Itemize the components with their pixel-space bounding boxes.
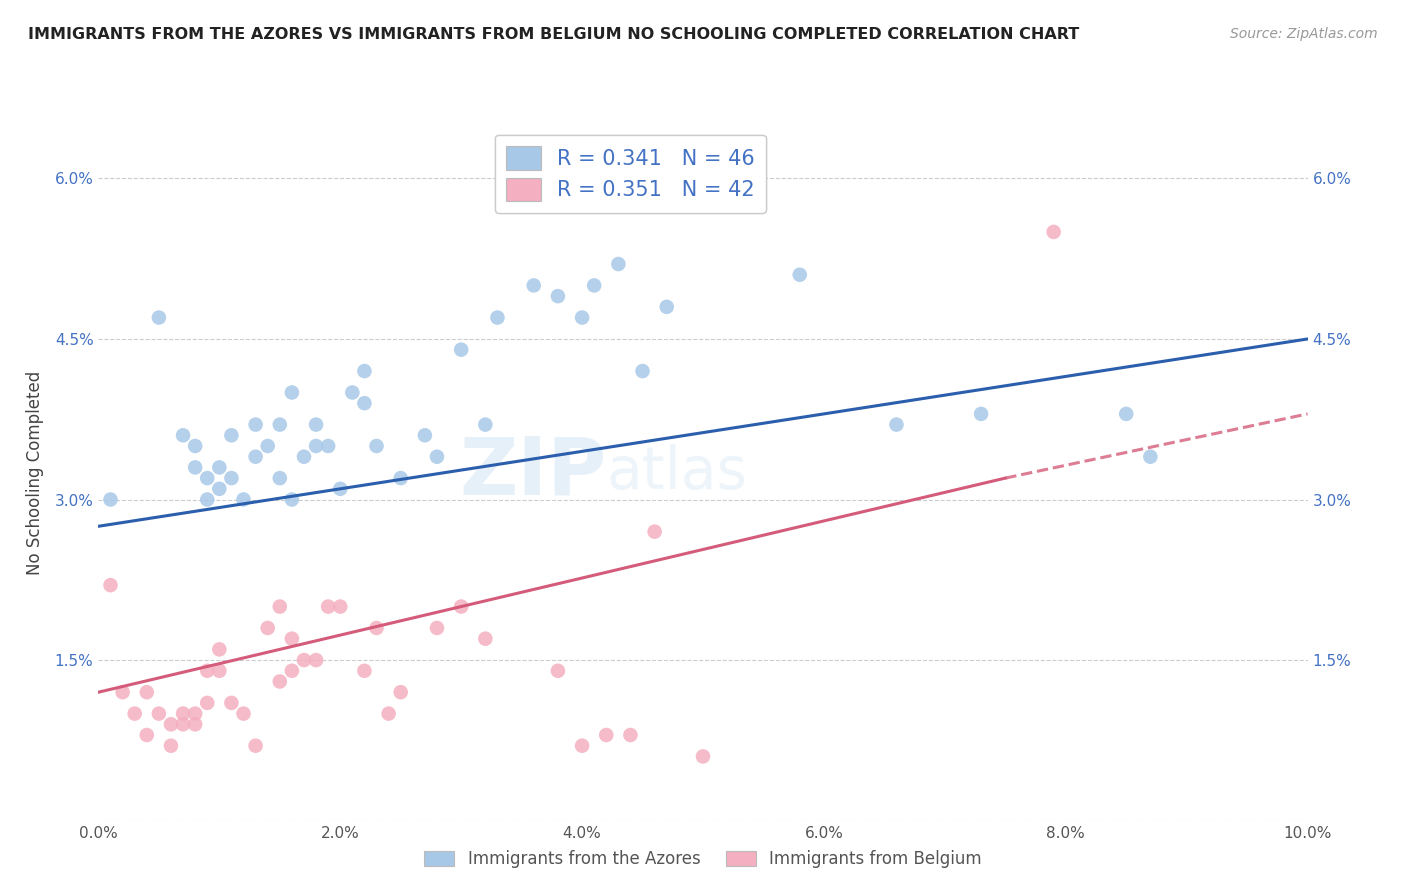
Point xyxy=(221,471,243,485)
Point xyxy=(195,664,218,678)
Point xyxy=(124,706,146,721)
Point xyxy=(450,343,472,357)
Point xyxy=(208,664,231,678)
Point xyxy=(172,706,194,721)
Point xyxy=(281,632,304,646)
Point xyxy=(160,739,183,753)
Point xyxy=(329,599,352,614)
Point xyxy=(184,460,207,475)
Point xyxy=(353,664,375,678)
Point xyxy=(195,492,218,507)
Text: Source: ZipAtlas.com: Source: ZipAtlas.com xyxy=(1230,27,1378,41)
Point xyxy=(281,492,304,507)
Point xyxy=(329,482,352,496)
Point xyxy=(292,450,315,464)
Point xyxy=(208,460,231,475)
Point xyxy=(316,599,339,614)
Point xyxy=(195,471,218,485)
Point xyxy=(316,439,339,453)
Point xyxy=(789,268,811,282)
Point xyxy=(644,524,666,539)
Point xyxy=(450,599,472,614)
Point xyxy=(184,706,207,721)
Point xyxy=(292,653,315,667)
Point xyxy=(269,417,291,432)
Text: IMMIGRANTS FROM THE AZORES VS IMMIGRANTS FROM BELGIUM NO SCHOOLING COMPLETED COR: IMMIGRANTS FROM THE AZORES VS IMMIGRANTS… xyxy=(28,27,1080,42)
Point xyxy=(184,717,207,731)
Point xyxy=(607,257,630,271)
Point xyxy=(366,439,388,453)
Text: atlas: atlas xyxy=(606,444,747,501)
Point xyxy=(426,621,449,635)
Point xyxy=(256,439,278,453)
Point xyxy=(353,396,375,410)
Point xyxy=(692,749,714,764)
Point xyxy=(619,728,641,742)
Point xyxy=(148,310,170,325)
Point xyxy=(245,417,267,432)
Point xyxy=(389,685,412,699)
Point xyxy=(970,407,993,421)
Point xyxy=(474,632,496,646)
Point xyxy=(269,599,291,614)
Point xyxy=(413,428,436,442)
Point xyxy=(111,685,134,699)
Point xyxy=(1139,450,1161,464)
Point xyxy=(269,471,291,485)
Point xyxy=(232,706,254,721)
Point xyxy=(184,439,207,453)
Point xyxy=(208,482,231,496)
Point xyxy=(160,717,183,731)
Point xyxy=(631,364,654,378)
Point xyxy=(486,310,509,325)
Point xyxy=(305,439,328,453)
Point xyxy=(245,450,267,464)
Y-axis label: No Schooling Completed: No Schooling Completed xyxy=(25,371,44,574)
Legend: Immigrants from the Azores, Immigrants from Belgium: Immigrants from the Azores, Immigrants f… xyxy=(418,844,988,875)
Text: ZIP: ZIP xyxy=(458,434,606,512)
Point xyxy=(583,278,606,293)
Point xyxy=(305,417,328,432)
Point xyxy=(135,685,157,699)
Point xyxy=(221,696,243,710)
Point xyxy=(232,492,254,507)
Point xyxy=(353,364,375,378)
Point xyxy=(281,664,304,678)
Point xyxy=(195,696,218,710)
Point xyxy=(172,428,194,442)
Legend: R = 0.341   N = 46, R = 0.351   N = 42: R = 0.341 N = 46, R = 0.351 N = 42 xyxy=(495,135,766,213)
Point xyxy=(269,674,291,689)
Point xyxy=(100,578,122,592)
Point xyxy=(281,385,304,400)
Point xyxy=(547,289,569,303)
Point xyxy=(366,621,388,635)
Point xyxy=(426,450,449,464)
Point xyxy=(389,471,412,485)
Point xyxy=(208,642,231,657)
Point xyxy=(595,728,617,742)
Point xyxy=(655,300,678,314)
Point xyxy=(377,706,399,721)
Point xyxy=(547,664,569,678)
Point xyxy=(1115,407,1137,421)
Point xyxy=(305,653,328,667)
Point xyxy=(245,739,267,753)
Point xyxy=(172,717,194,731)
Point xyxy=(256,621,278,635)
Point xyxy=(886,417,908,432)
Point xyxy=(221,428,243,442)
Point xyxy=(148,706,170,721)
Point xyxy=(1042,225,1064,239)
Point xyxy=(571,739,593,753)
Point xyxy=(342,385,364,400)
Point xyxy=(100,492,122,507)
Point xyxy=(474,417,496,432)
Point xyxy=(523,278,546,293)
Point xyxy=(135,728,157,742)
Point xyxy=(571,310,593,325)
